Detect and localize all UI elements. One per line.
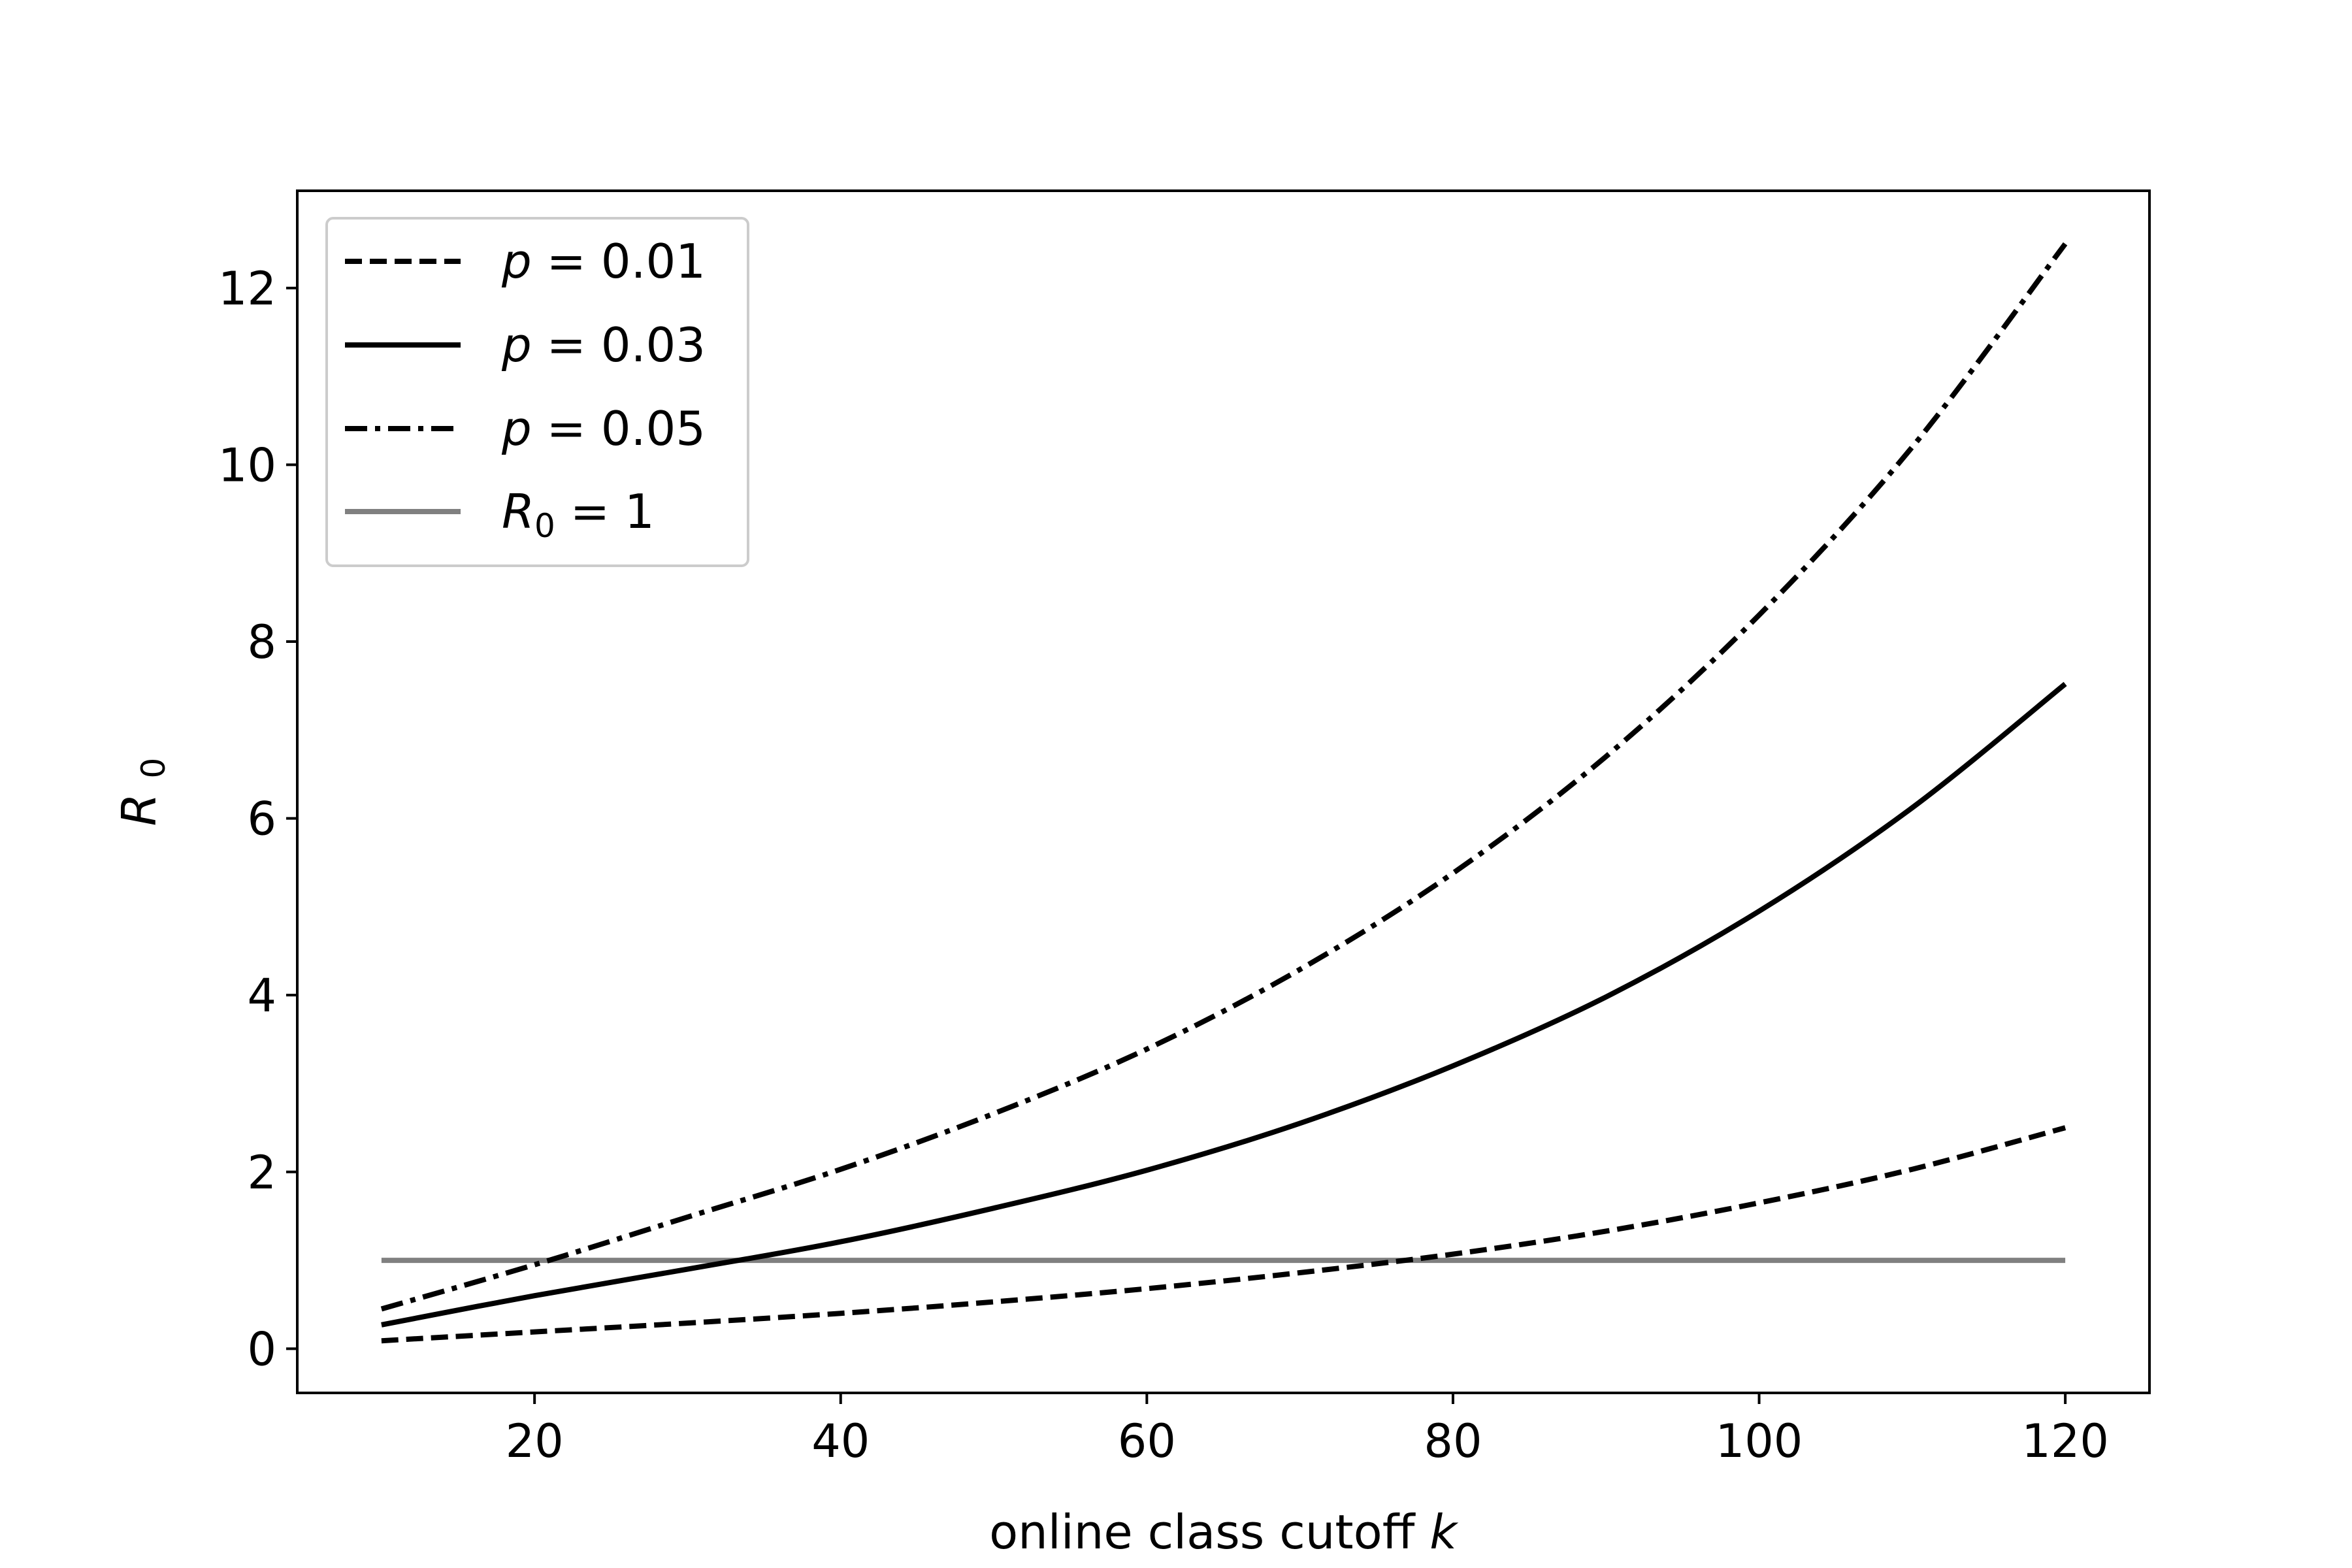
y-axis: 0 2 4 6 8 10 12	[218, 262, 297, 1376]
x-tick-label: 20	[506, 1414, 564, 1468]
legend: p = 0.01 p = 0.03 p = 0.05 R0 = 1	[325, 217, 749, 567]
legend-label-2: p = 0.03	[501, 318, 706, 372]
series-layer	[380, 242, 2068, 1344]
x-axis-label-var: k	[1429, 1505, 1459, 1560]
y-axis-label-sub: 0	[135, 758, 172, 779]
series-line-2	[381, 681, 2067, 1328]
y-tick-label: 12	[218, 262, 276, 316]
legend-label-3: p = 0.05	[501, 401, 706, 456]
x-axis-label: online class cutoff k	[989, 1505, 1459, 1560]
x-axis: 20 40 60 80 100 120	[506, 1393, 2109, 1468]
y-tick-label: 4	[247, 969, 276, 1022]
y-tick-label: 0	[247, 1322, 276, 1376]
x-tick-label: 80	[1424, 1414, 1482, 1468]
x-tick-label: 60	[1118, 1414, 1176, 1468]
y-tick-label: 2	[247, 1146, 276, 1200]
y-axis-label-var: R	[112, 793, 167, 826]
plot-frame	[296, 189, 2151, 1394]
series-line-1	[381, 1125, 2066, 1344]
x-tick-label: 100	[1716, 1414, 1803, 1468]
x-tick-label: 120	[2021, 1414, 2109, 1468]
y-tick-label: 6	[247, 792, 276, 846]
series-line-3	[380, 242, 2068, 1312]
y-axis-label: R 0	[112, 758, 172, 826]
legend-label-1: p = 0.01	[501, 234, 706, 289]
legend-box	[325, 217, 749, 567]
y-tick-label: 10	[218, 438, 276, 492]
x-axis-label-text: online class cutoff	[989, 1505, 1416, 1560]
x-tick-label: 40	[811, 1414, 870, 1468]
legend-label-4: R0 = 1	[502, 484, 655, 545]
y-tick-label: 8	[247, 615, 276, 669]
